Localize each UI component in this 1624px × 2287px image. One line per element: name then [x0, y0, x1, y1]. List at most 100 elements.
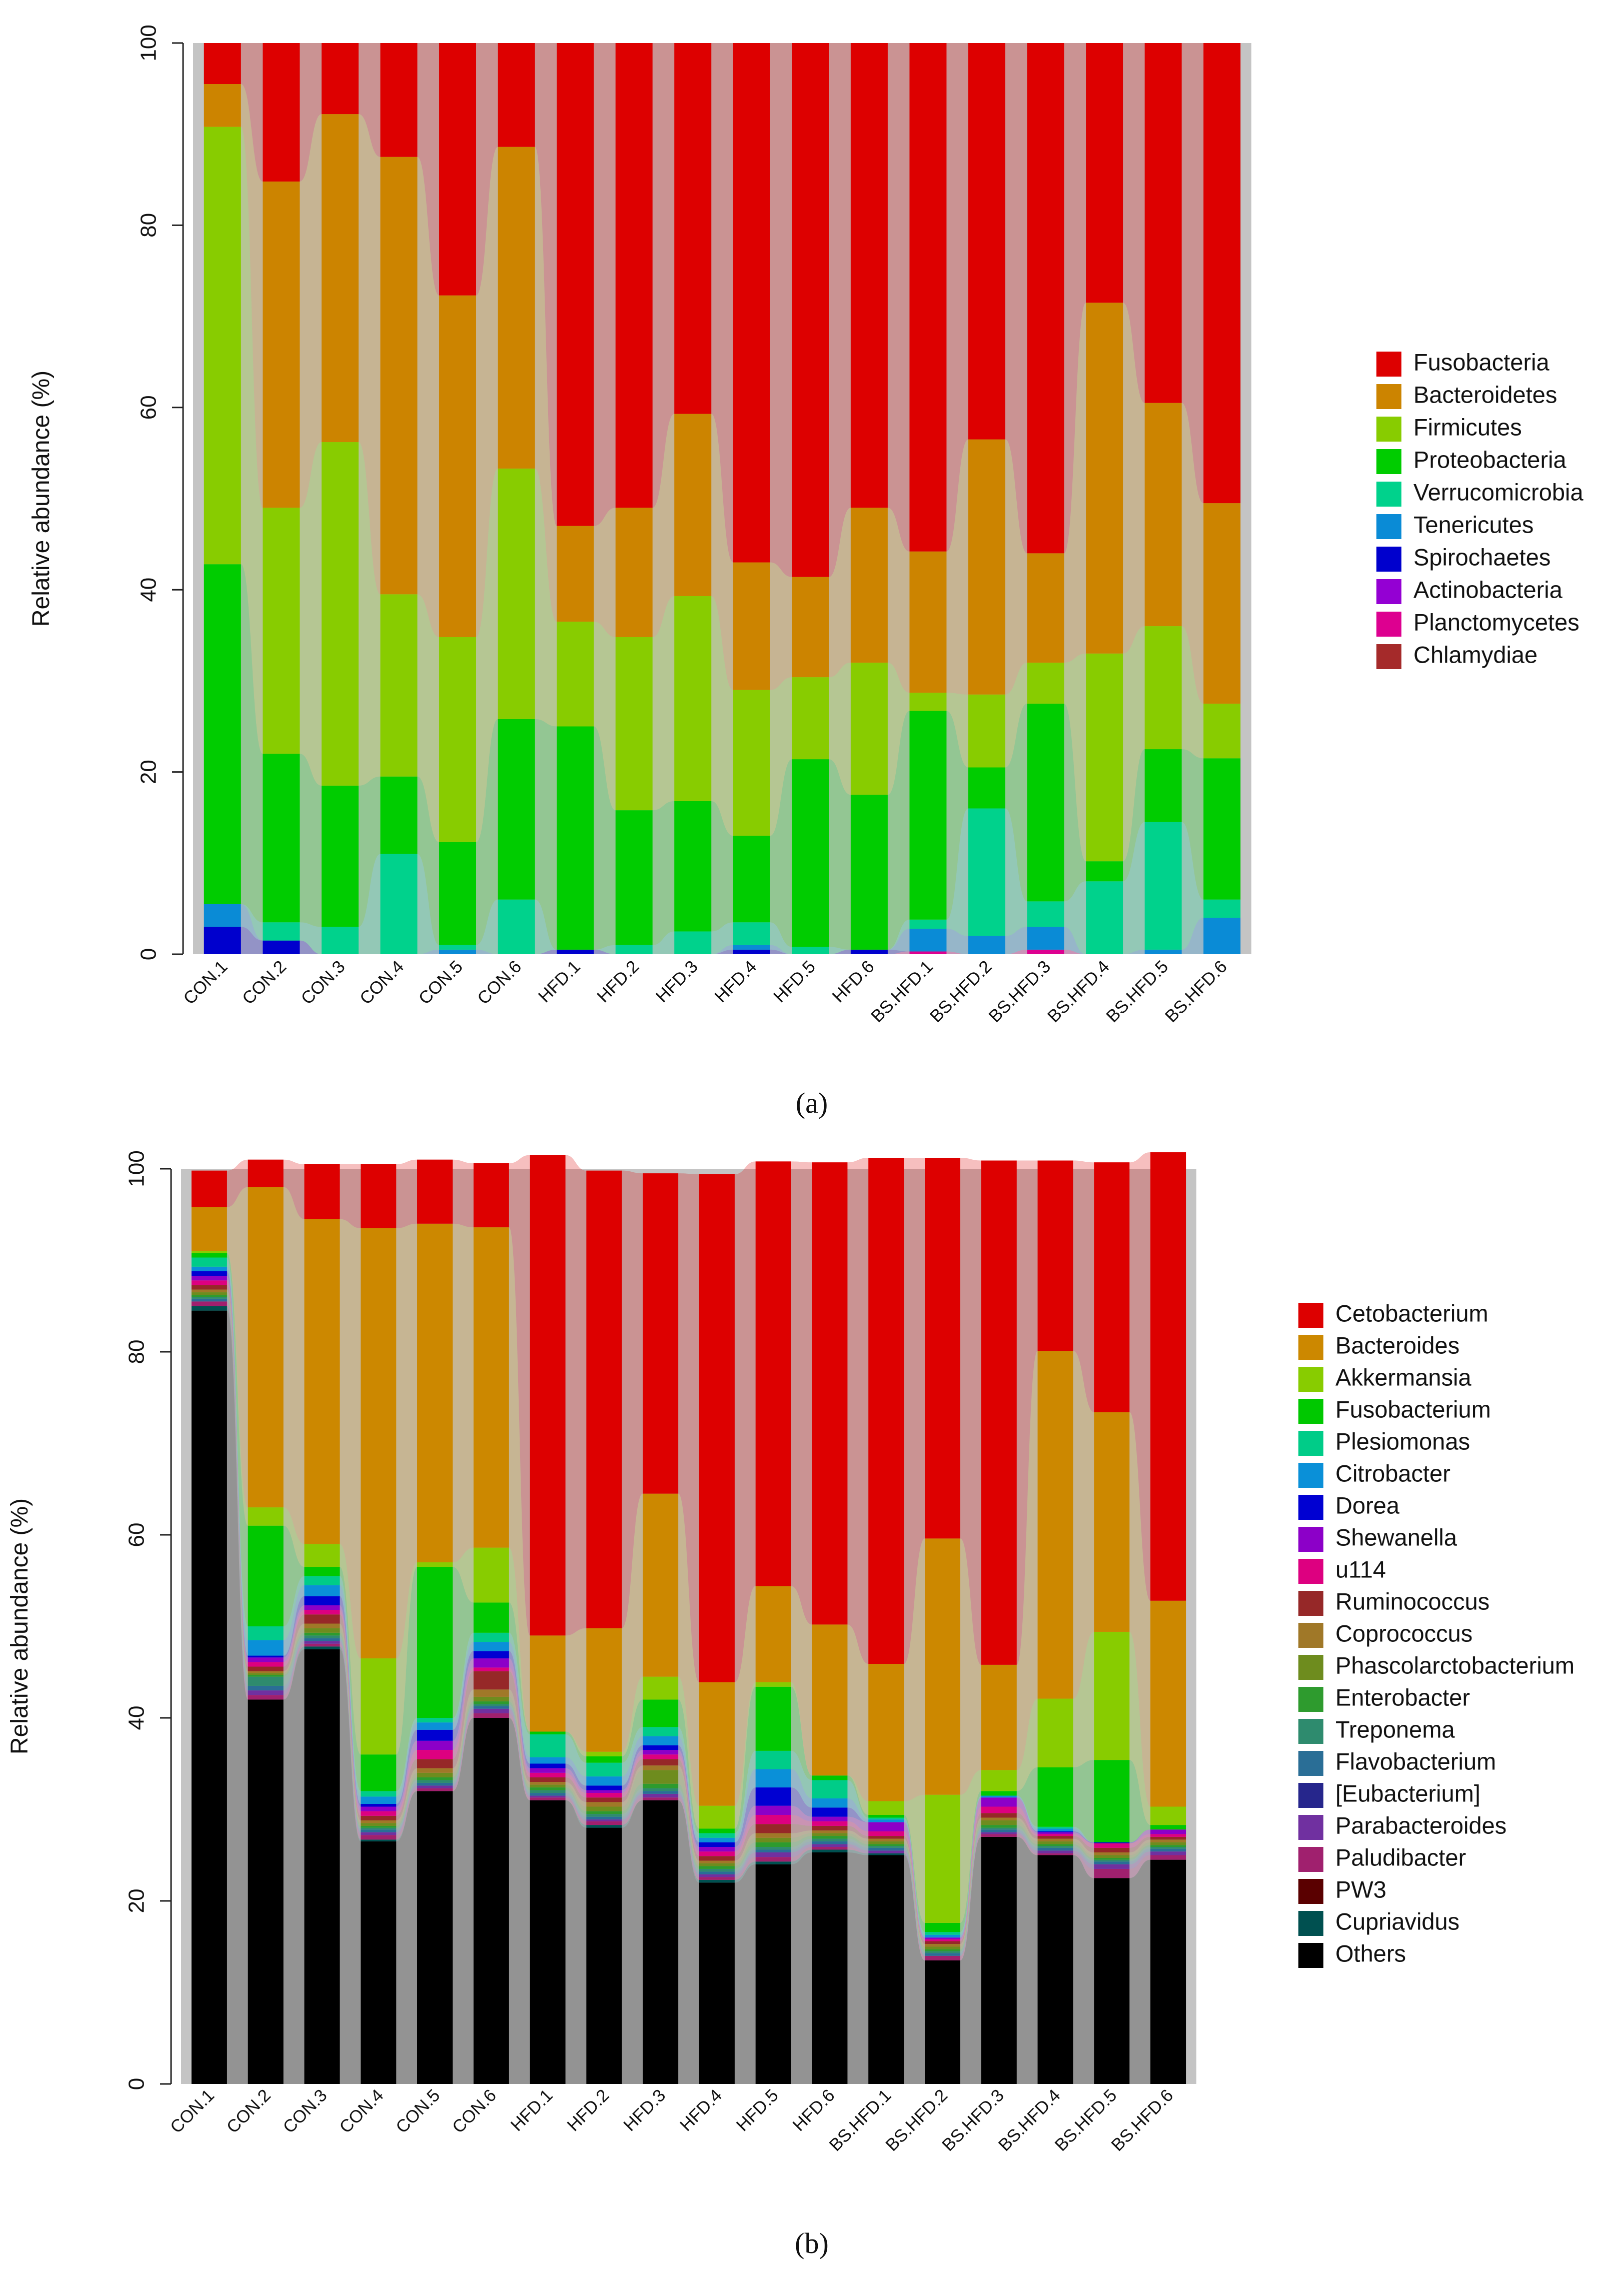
bar-cetobacterium-hfd-3 — [643, 1173, 679, 1494]
bar-paludibacter-hfd-2 — [586, 1821, 622, 1825]
bar-flavobacterium-bs-hfd-1 — [868, 1847, 904, 1851]
bar-u114-con-2 — [248, 1662, 284, 1667]
bar-enterobacter-hfd-1 — [530, 1787, 566, 1790]
x-tick-label: HFD.6 — [828, 957, 878, 1006]
bar-bacteroides-hfd-1 — [530, 1635, 566, 1732]
bar-shewanella-con-3 — [304, 1605, 340, 1610]
bar-dorea-con-4 — [361, 1804, 397, 1807]
x-tick-label: HFD.2 — [563, 2085, 613, 2135]
bar-fusobacterium-con-1 — [191, 1253, 227, 1258]
bar-parabacteroides-con-2 — [248, 1690, 284, 1695]
legend-swatch-cetobacterium — [1298, 1303, 1323, 1328]
bar-proteobacteria-bs-hfd-1 — [909, 711, 947, 920]
bar-verrucomicrobia-con-5 — [439, 945, 476, 950]
legend-label-paludibacter: Paludibacter — [1335, 1844, 1466, 1870]
bar-bacteroides-bs-hfd-6 — [1150, 1600, 1186, 1807]
bar-verrucomicrobia-bs-hfd-5 — [1144, 822, 1182, 950]
bar-enterobacter-con-1 — [191, 1295, 227, 1297]
bar-treponema-bs-hfd-2 — [925, 1951, 960, 1953]
legend-label-phascolarctobacterium: Phascolarctobacterium — [1335, 1652, 1574, 1678]
bar-fusobacterium-bs-hfd-4 — [1037, 1767, 1073, 1827]
bar-bacteroidetes-hfd-6 — [850, 508, 888, 663]
x-tick-label: CON.4 — [356, 957, 408, 1008]
bar-treponema-hfd-2 — [586, 1814, 622, 1817]
x-tick-label: HFD.4 — [676, 2085, 726, 2135]
x-tick-label: BS.HFD.2 — [926, 957, 996, 1026]
bar-cetobacterium-hfd-6 — [812, 1162, 848, 1625]
x-tick-label: CON.3 — [297, 957, 349, 1008]
bar-tenericutes-hfd-4 — [733, 945, 770, 950]
bar-proteobacteria-hfd-2 — [615, 810, 653, 945]
y-tick-label: 80 — [125, 1340, 149, 1364]
bar-bacteroides-con-6 — [473, 1227, 509, 1548]
bar-firmicutes-con-3 — [321, 442, 359, 786]
bar-coprococcus-con-5 — [417, 1768, 453, 1773]
bar-bacteroides-hfd-2 — [586, 1628, 622, 1752]
x-tick-label: HFD.1 — [507, 2085, 557, 2135]
bar-citrobacter-con-1 — [191, 1266, 227, 1271]
bar-paludibacter-con-5 — [417, 1788, 453, 1791]
bar-bacteroides-con-3 — [304, 1219, 340, 1544]
x-tick-label: CON.2 — [239, 957, 290, 1008]
bar-shewanella-hfd-1 — [530, 1768, 566, 1773]
bar-others-hfd-6 — [812, 1852, 848, 2084]
bar-akkermansia-bs-hfd-6 — [1150, 1806, 1186, 1825]
bar-bacteroides-bs-hfd-2 — [925, 1538, 960, 1795]
bar-cetobacterium-bs-hfd-4 — [1037, 1160, 1073, 1351]
legend-swatch-actinobacteria — [1376, 579, 1401, 604]
bar-plesiomonas-hfd-6 — [812, 1780, 848, 1799]
bar-fusobacteria-hfd-3 — [674, 43, 712, 414]
bar-proteobacteria-con-6 — [498, 719, 535, 900]
bar-ruminococcus-hfd-4 — [699, 1856, 735, 1861]
bar-plesiomonas-hfd-3 — [643, 1727, 679, 1736]
x-tick-label: HFD.4 — [711, 957, 760, 1006]
bar-citrobacter-con-2 — [248, 1640, 284, 1656]
bar-paludibacter-bs-hfd-6 — [1150, 1855, 1186, 1860]
y-axis-label: Relative abundance (%) — [7, 1498, 33, 1754]
bar-phascolarctobacterium-con-3 — [304, 1628, 340, 1633]
legend-swatch-flavobacterium — [1298, 1751, 1323, 1776]
legend-swatch-shewanella — [1298, 1527, 1323, 1552]
bar-u114-hfd-4 — [699, 1851, 735, 1856]
legend-swatch-verrucomicrobia — [1376, 482, 1401, 507]
bar-enterobacter-hfd-2 — [586, 1811, 622, 1814]
bar-citrobacter-hfd-6 — [812, 1798, 848, 1808]
bar-paludibacter-bs-hfd-4 — [1037, 1853, 1073, 1855]
bar-treponema-bs-hfd-6 — [1150, 1847, 1186, 1849]
y-axis: 0 20 40 60 80 100 — [125, 1150, 172, 2090]
legend-label-u114: u114 — [1335, 1556, 1386, 1582]
legend-swatch-parabacteroides — [1298, 1815, 1323, 1840]
bar-shewanella-con-4 — [361, 1806, 397, 1811]
bar-cetobacterium-hfd-4 — [699, 1174, 735, 1682]
bar-u114-con-6 — [473, 1667, 509, 1671]
bar-tenericutes-bs-hfd-1 — [909, 928, 947, 952]
bar-akkermansia-bs-hfd-4 — [1037, 1698, 1073, 1767]
bar-coprococcus-bs-hfd-1 — [868, 1838, 904, 1842]
bar-flavobacterium-bs-hfd-3 — [981, 1829, 1017, 1832]
bar-flavobacterium-bs-hfd-6 — [1150, 1848, 1186, 1852]
bar-paludibacter-con-6 — [473, 1713, 509, 1718]
legend-swatch-pw3 — [1298, 1879, 1323, 1904]
bar-flavobacterium-hfd-1 — [530, 1793, 566, 1796]
bar-shewanella-hfd-4 — [699, 1847, 735, 1852]
bar-citrobacter-hfd-1 — [530, 1757, 566, 1764]
bar-citrobacter-hfd-5 — [755, 1769, 791, 1788]
legend-label-verrucomicrobia: Verrucomicrobia — [1413, 479, 1583, 505]
bar-fusobacterium-con-4 — [361, 1754, 397, 1791]
bar-shewanella-bs-hfd-4 — [1037, 1832, 1073, 1834]
bar-bacteroides-con-4 — [361, 1228, 397, 1659]
bar-verrucomicrobia-con-3 — [321, 927, 359, 954]
bar-akkermansia-bs-hfd-1 — [868, 1801, 904, 1815]
bar-flavobacterium-hfd-5 — [755, 1849, 791, 1853]
bar-bacteroides-bs-hfd-4 — [1037, 1351, 1073, 1699]
bar-firmicutes-con-4 — [380, 594, 418, 777]
bar-akkermansia-con-5 — [417, 1562, 453, 1567]
bar-akkermansia-con-2 — [248, 1507, 284, 1526]
bar-treponema-hfd-6 — [812, 1838, 848, 1842]
bar-enterobacter-bs-hfd-3 — [981, 1825, 1017, 1828]
bar-enterobacter-con-6 — [473, 1701, 509, 1704]
legend-label-akkermansia: Akkermansia — [1335, 1364, 1472, 1390]
bar-cetobacterium-con-6 — [473, 1163, 509, 1228]
bar-proteobacteria-bs-hfd-3 — [1027, 703, 1064, 902]
